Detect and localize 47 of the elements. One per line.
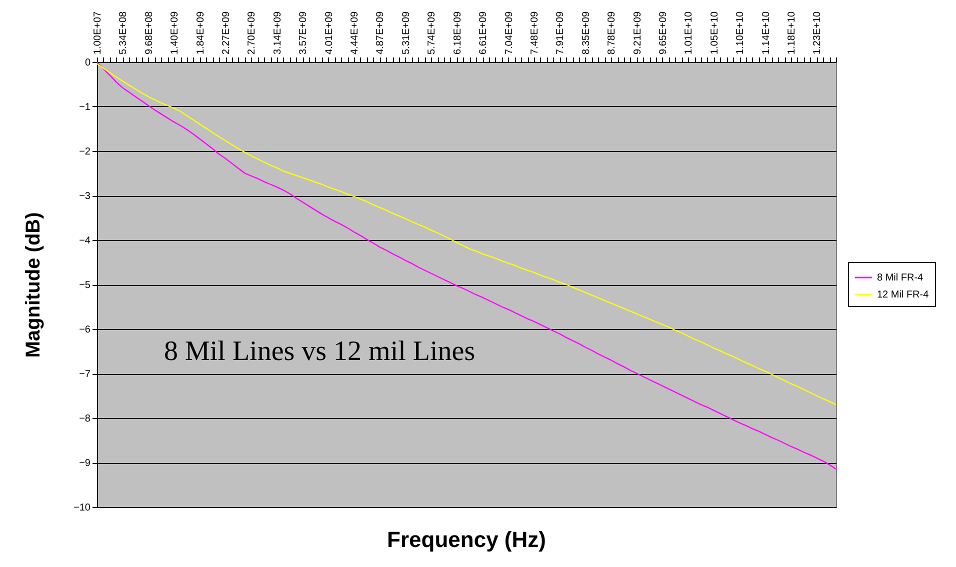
y-axis-title: Magnitude (dB) [22,212,45,358]
y-tick-label: −10 [74,502,91,514]
y-tick-label: −7 [79,369,91,380]
x-axis-title: Frequency (Hz) [387,527,546,552]
x-tick-label: 6.18E+09 [452,10,464,54]
x-tick-label: 7.04E+09 [504,10,515,54]
x-tick-label: 9.68E+08 [144,10,155,54]
x-tick-label: 1.23E+10 [812,10,824,54]
x-tick-label: 8.78E+09 [606,10,618,54]
line-series [96,63,837,406]
x-tick-label: 5.31E+09 [400,10,412,54]
y-tick-label: −9 [79,458,91,469]
x-tick-label: 3.57E+09 [298,10,310,54]
x-tick-label: 1.84E+09 [195,10,206,54]
x-tick-label: 1.18E+10 [786,10,798,54]
x-tick-label: 1.14E+10 [760,10,772,54]
x-tick-label: 1.40E+09 [170,10,181,54]
x-tick-label: 6.61E+09 [478,10,490,54]
x-tick-label: 1.10E+10 [735,10,746,54]
y-tick-label: −2 [79,146,91,158]
y-tick-label: −1 [79,102,91,113]
x-tick-label: 1.01E+10 [684,10,695,54]
x-tick-label: 5.74E+09 [426,10,438,54]
y-tick-label: −4 [79,236,91,246]
y-tick-label: −3 [79,191,91,202]
x-tick-label: 2.27E+09 [221,10,232,54]
x-tick-label: 7.91E+09 [555,10,566,54]
x-tick-label: 2.70E+09 [246,10,258,54]
y-tick-label: 0 [84,58,91,68]
x-tick-label: 8.35E+09 [580,10,592,54]
y-tick-label: −5 [79,280,91,291]
x-tick-label: 4.01E+09 [324,10,335,54]
x-tick-label: 3.14E+09 [272,10,284,54]
x-tick-label: 7.48E+09 [529,10,540,54]
x-tick-label: 1.05E+10 [709,10,720,54]
x-tick-label: 9.21E+09 [632,10,644,54]
annotation: 8 Mil Lines vs 12 mil Lines [164,336,476,367]
y-tick-label: −8 [79,414,91,424]
x-tick-label: 9.65E+09 [658,10,669,54]
y-tick-label: −6 [79,324,91,336]
line-series [96,61,837,470]
x-tick-label: 4.87E+09 [375,10,386,54]
legend-label: 12 Mil FR-4 [877,290,930,300]
x-tick-label: 5.34E+08 [118,10,130,54]
legend-label: 8 Mil FR-4 [877,272,924,284]
x-tick-label: 4.44E+09 [350,10,361,54]
x-tick-label: 1.00E+07 [92,10,104,54]
